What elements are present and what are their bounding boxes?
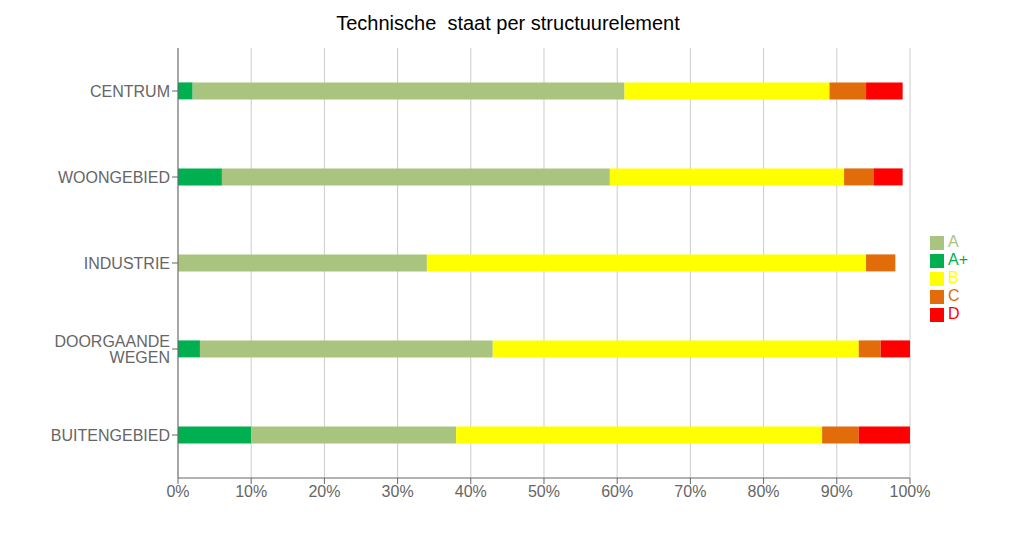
svg-text:CENTRUM: CENTRUM <box>90 83 170 100</box>
html-text:D: D <box>948 305 960 322</box>
html-text:A+: A+ <box>948 251 968 268</box>
html-text:C: C <box>948 287 960 304</box>
svg-text:60%: 60% <box>601 483 633 500</box>
svg-text:10%: 10% <box>235 483 267 500</box>
svg-text:90%: 90% <box>821 483 853 500</box>
html-text:B: B <box>948 269 959 286</box>
svg-text:70%: 70% <box>674 483 706 500</box>
svg-text:80%: 80% <box>748 483 780 500</box>
html-text:Technische staat per structuur: Technische staat per structuurelement <box>336 12 680 34</box>
svg-text:20%: 20% <box>308 483 340 500</box>
svg-text:100%: 100% <box>890 483 931 500</box>
svg-text:BUITENGEBIED: BUITENGEBIED <box>51 427 170 444</box>
svg-text:50%: 50% <box>528 483 560 500</box>
html-text:A: A <box>948 233 959 250</box>
svg-text:WOONGEBIED: WOONGEBIED <box>58 169 170 186</box>
svg-text:40%: 40% <box>455 483 487 500</box>
svg-text:30%: 30% <box>382 483 414 500</box>
svg-text:0%: 0% <box>166 483 189 500</box>
svg-text:INDUSTRIE: INDUSTRIE <box>84 255 170 272</box>
svg-text:DOORGAANDEWEGEN: DOORGAANDEWEGEN <box>54 333 170 366</box>
